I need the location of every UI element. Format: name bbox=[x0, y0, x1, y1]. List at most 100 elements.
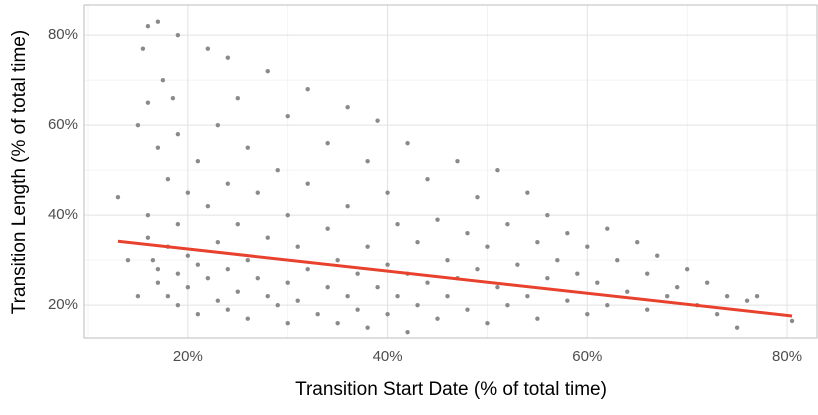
point bbox=[225, 181, 231, 186]
point bbox=[235, 95, 240, 101]
point bbox=[395, 293, 400, 299]
point bbox=[475, 194, 480, 200]
panel-border bbox=[83, 4, 818, 339]
point bbox=[155, 19, 161, 24]
point bbox=[115, 194, 121, 200]
point bbox=[175, 221, 181, 227]
point bbox=[595, 280, 600, 285]
point bbox=[335, 320, 340, 326]
point bbox=[605, 302, 610, 308]
point bbox=[285, 280, 290, 285]
point bbox=[155, 145, 161, 150]
point bbox=[185, 190, 191, 195]
point bbox=[645, 271, 650, 276]
point bbox=[140, 46, 146, 51]
point bbox=[365, 158, 370, 164]
point bbox=[665, 293, 670, 299]
point bbox=[714, 311, 720, 317]
y-tick-label: 80% bbox=[48, 26, 78, 43]
point bbox=[535, 239, 540, 245]
point bbox=[425, 280, 430, 285]
point bbox=[135, 293, 141, 299]
point bbox=[175, 131, 181, 137]
point bbox=[545, 275, 550, 281]
point bbox=[445, 257, 450, 263]
point bbox=[525, 293, 530, 299]
point bbox=[225, 307, 231, 312]
point bbox=[175, 302, 181, 308]
point bbox=[235, 289, 240, 294]
x-tick-label: 20% bbox=[173, 348, 203, 365]
point bbox=[375, 118, 380, 123]
point bbox=[285, 212, 290, 218]
point bbox=[635, 239, 640, 245]
point bbox=[135, 122, 141, 128]
point bbox=[465, 230, 470, 236]
point bbox=[185, 284, 191, 290]
point bbox=[565, 298, 570, 303]
point bbox=[585, 311, 590, 317]
trend-line bbox=[117, 239, 793, 318]
point bbox=[245, 145, 250, 150]
point bbox=[525, 190, 530, 195]
point bbox=[225, 55, 231, 60]
point bbox=[385, 190, 390, 195]
point bbox=[475, 266, 480, 272]
point bbox=[355, 271, 360, 276]
point bbox=[315, 311, 320, 317]
point bbox=[295, 298, 300, 303]
point bbox=[505, 302, 510, 308]
x-tick-label: 40% bbox=[373, 348, 403, 365]
point bbox=[415, 302, 420, 308]
point bbox=[245, 316, 250, 321]
point bbox=[175, 32, 181, 38]
point bbox=[195, 262, 201, 267]
point bbox=[345, 293, 350, 299]
point bbox=[485, 244, 490, 249]
point bbox=[325, 140, 330, 146]
point bbox=[605, 226, 610, 231]
point bbox=[435, 316, 440, 321]
point bbox=[205, 203, 211, 209]
point bbox=[305, 266, 310, 272]
y-tick-label: 60% bbox=[48, 116, 78, 133]
point bbox=[565, 230, 570, 236]
point bbox=[215, 298, 221, 303]
point bbox=[125, 257, 131, 263]
point bbox=[645, 307, 650, 312]
point bbox=[160, 77, 166, 83]
point bbox=[305, 86, 310, 92]
point bbox=[245, 257, 250, 263]
point bbox=[674, 284, 680, 290]
point bbox=[195, 311, 201, 317]
x-axis-title: Transition Start Date (% of total time) bbox=[295, 379, 607, 400]
point bbox=[145, 23, 151, 29]
point bbox=[505, 221, 510, 227]
point bbox=[704, 280, 710, 285]
point bbox=[155, 280, 161, 285]
point bbox=[215, 122, 221, 128]
point bbox=[275, 302, 280, 308]
point bbox=[535, 316, 540, 321]
point bbox=[215, 239, 221, 245]
point bbox=[255, 275, 260, 281]
point bbox=[385, 262, 390, 267]
point bbox=[165, 293, 171, 299]
point bbox=[585, 244, 590, 249]
point bbox=[355, 307, 360, 312]
point bbox=[754, 293, 760, 299]
point bbox=[205, 275, 211, 281]
y-axis-title: Transition Length (% of total time) bbox=[9, 30, 30, 314]
point bbox=[395, 221, 400, 227]
point bbox=[495, 167, 500, 173]
x-tick-label: 60% bbox=[572, 348, 602, 365]
point bbox=[225, 266, 231, 272]
point bbox=[325, 284, 330, 290]
point bbox=[195, 158, 201, 164]
point bbox=[734, 325, 740, 330]
point bbox=[485, 320, 490, 326]
point bbox=[235, 221, 240, 227]
point bbox=[265, 293, 270, 299]
point bbox=[789, 318, 795, 324]
